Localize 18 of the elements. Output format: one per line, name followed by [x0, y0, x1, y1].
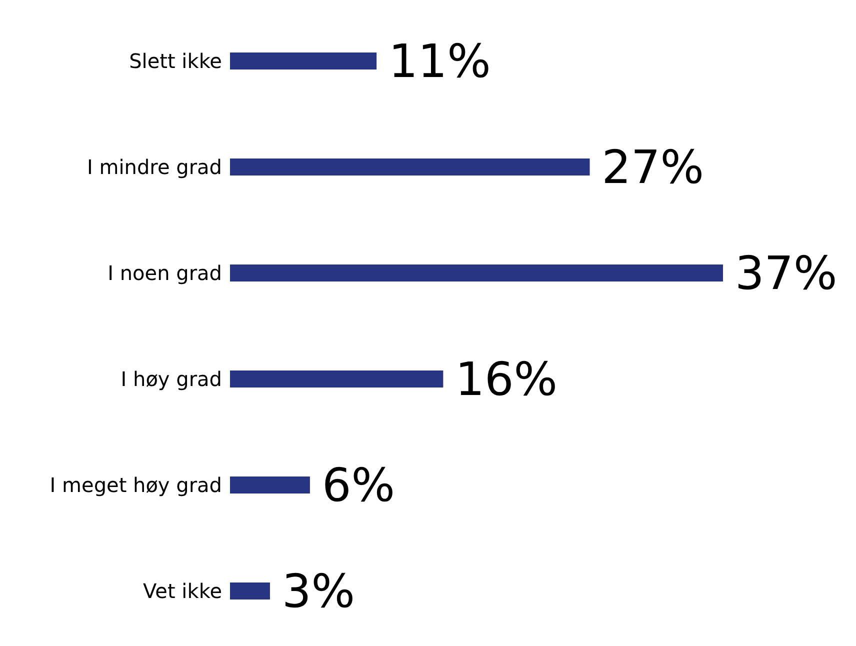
data-label: 27%: [602, 140, 704, 194]
bar: [230, 52, 377, 70]
data-label: 37%: [735, 246, 838, 300]
data-label: 11%: [388, 34, 491, 88]
bar: [230, 582, 270, 600]
y-tick-label: Slett ikke: [129, 49, 222, 74]
data-label: 16%: [455, 352, 558, 406]
y-tick-label: I høy grad: [120, 367, 222, 392]
bar: [230, 476, 310, 494]
data-label: 3%: [282, 564, 355, 618]
bar: [230, 158, 590, 176]
y-tick-label: I meget høy grad: [50, 473, 222, 498]
bar: [230, 264, 723, 282]
data-label: 6%: [322, 458, 395, 512]
bar: [230, 370, 444, 388]
y-tick-label: I mindre grad: [87, 155, 222, 180]
y-tick-label: Vet ikke: [143, 579, 222, 604]
y-tick-label: I noen grad: [108, 261, 222, 286]
